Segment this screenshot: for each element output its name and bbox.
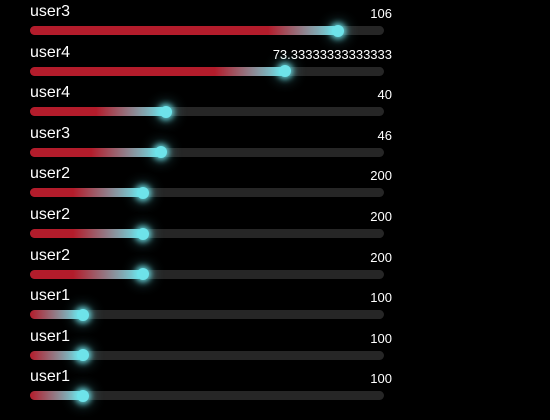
- bar-category-label: user3: [30, 124, 71, 142]
- chart-row: user1 100: [0, 368, 550, 413]
- bar-fill: [30, 269, 144, 279]
- bar-fill: [30, 147, 161, 157]
- chart-row: user4 40: [0, 84, 550, 129]
- bar-track: [30, 146, 384, 159]
- bar-track: [30, 227, 384, 240]
- bar-fill: [30, 229, 144, 238]
- chart-row: user1 100: [0, 287, 550, 332]
- progress-knob: [137, 186, 150, 199]
- bar-track: [30, 24, 384, 37]
- bar-value-label: 100: [370, 371, 392, 387]
- progress-knob: [154, 146, 167, 159]
- bar-fill: [30, 66, 285, 76]
- progress-knob: [77, 349, 90, 362]
- bar-value-label: 200: [370, 168, 392, 184]
- progress-knob: [77, 308, 90, 321]
- bar-value-label: 40: [377, 87, 392, 103]
- chart-row: user2 200: [0, 206, 550, 251]
- bar-fill: [30, 350, 84, 360]
- bar-category-label: user2: [30, 246, 71, 264]
- chart-row: user2 200: [0, 165, 550, 210]
- bar-fill: [30, 26, 338, 35]
- progress-knob: [278, 65, 291, 78]
- bar-track: [30, 389, 384, 402]
- bar-value-label: 200: [370, 209, 392, 224]
- bar-track: [30, 268, 384, 281]
- bar-category-label: user2: [30, 206, 71, 223]
- progress-knob: [160, 105, 173, 118]
- bar-category-label: user1: [30, 287, 71, 305]
- bar-track: [30, 349, 384, 362]
- bar-track: [30, 65, 384, 78]
- bar-value-label: 73.33333333333333: [272, 46, 392, 62]
- bar-fill: [30, 391, 84, 401]
- chart-row: user3 106: [0, 3, 550, 48]
- bar-category-label: user3: [30, 3, 71, 20]
- bar-track: [30, 105, 384, 118]
- chart-row: user4 73.33333333333333: [0, 44, 550, 89]
- bar-fill: [30, 310, 84, 320]
- bar-value-label: 46: [377, 127, 392, 143]
- bar-category-label: user1: [30, 368, 71, 386]
- bar-value-label: 100: [370, 330, 392, 346]
- bar-track: [30, 308, 384, 321]
- progress-knob: [137, 227, 150, 240]
- bar-track: [30, 186, 384, 199]
- chart-row: user2 200: [0, 247, 550, 292]
- bar-fill: [30, 107, 167, 117]
- bar-category-label: user4: [30, 43, 71, 61]
- progress-knob: [77, 389, 90, 402]
- bar-category-label: user4: [30, 84, 71, 102]
- bar-category-label: user2: [30, 165, 71, 183]
- bar-value-label: 106: [370, 6, 392, 21]
- progress-knob: [331, 24, 344, 37]
- bar-fill: [30, 188, 144, 198]
- bar-category-label: user1: [30, 327, 71, 345]
- progress-knob: [137, 268, 150, 281]
- chart-row: user3 46: [0, 125, 550, 170]
- bar-value-label: 200: [370, 249, 392, 265]
- chart-row: user1 100: [0, 328, 550, 373]
- bar-value-label: 100: [370, 290, 392, 306]
